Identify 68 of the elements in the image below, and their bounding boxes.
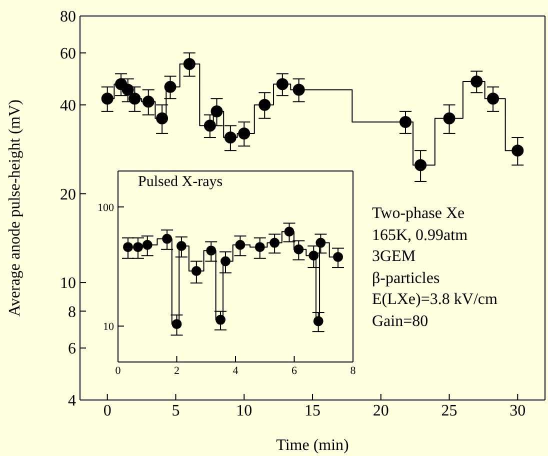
- chart-title: Pulsed X-rays: [138, 174, 223, 191]
- point: [487, 92, 500, 105]
- x-tick-label: 6: [292, 364, 298, 377]
- point: [276, 78, 288, 90]
- point: [183, 58, 196, 70]
- point: [210, 105, 223, 118]
- point: [284, 226, 294, 237]
- annotation: Gain=80: [372, 312, 430, 332]
- x-tick-label: 0: [103, 402, 112, 420]
- point: [191, 266, 202, 276]
- point: [122, 84, 134, 96]
- y-tick-label: 40: [60, 98, 76, 115]
- point: [294, 244, 304, 254]
- point: [235, 240, 246, 250]
- point: [176, 240, 186, 251]
- point: [470, 75, 483, 88]
- point: [132, 242, 143, 252]
- x-tick-label: 10: [236, 402, 252, 420]
- x-tick-label: 0: [115, 364, 122, 377]
- annotation: 3GEM: [372, 247, 417, 267]
- point: [142, 96, 154, 108]
- y-tick-label: 20: [60, 186, 76, 204]
- point: [224, 132, 236, 144]
- point: [313, 316, 324, 326]
- x-axis-title: Time (min): [276, 437, 349, 454]
- point: [254, 242, 265, 252]
- x-tick-label: 25: [441, 402, 458, 420]
- y-tick-label: 10: [60, 275, 76, 292]
- y-tick-label: 100: [98, 202, 114, 214]
- point: [512, 144, 524, 157]
- y-tick-label: 60: [60, 46, 76, 63]
- point: [316, 238, 326, 248]
- point: [206, 246, 216, 256]
- point: [400, 116, 412, 128]
- y-axis-title: Average anode pulse-height (mV): [6, 100, 24, 316]
- x-tick-label: 15: [304, 402, 320, 420]
- point: [101, 92, 114, 105]
- point: [156, 112, 168, 124]
- point: [292, 84, 305, 96]
- point: [333, 252, 344, 262]
- annotation: 165K, 0.99atm: [372, 226, 469, 246]
- point: [414, 159, 427, 172]
- y-tick-label: 6: [68, 340, 76, 358]
- point: [164, 80, 176, 93]
- point: [204, 120, 216, 132]
- annotation: β-particles: [372, 268, 441, 288]
- x-tick-label: 30: [510, 402, 526, 420]
- point: [258, 98, 271, 111]
- y-tick-label: 80: [60, 8, 76, 26]
- point: [216, 314, 226, 325]
- point: [162, 234, 172, 244]
- point: [443, 112, 456, 124]
- point: [128, 92, 141, 105]
- annotation: E(LXe)=3.8 kV/cm: [372, 290, 498, 310]
- annotation: Two-phase Xe: [372, 204, 466, 224]
- point: [270, 238, 280, 248]
- y-tick-label: 8: [68, 304, 76, 321]
- point: [220, 256, 231, 266]
- point: [142, 240, 152, 250]
- point: [238, 127, 250, 140]
- x-tick-label: 2: [174, 364, 180, 377]
- x-tick-label: 20: [372, 402, 389, 420]
- point: [122, 242, 133, 252]
- x-tick-label: 4: [232, 364, 239, 377]
- x-tick-label: 8: [350, 364, 356, 377]
- x-tick-label: 5: [172, 402, 180, 420]
- point: [308, 250, 319, 261]
- point: [172, 319, 182, 330]
